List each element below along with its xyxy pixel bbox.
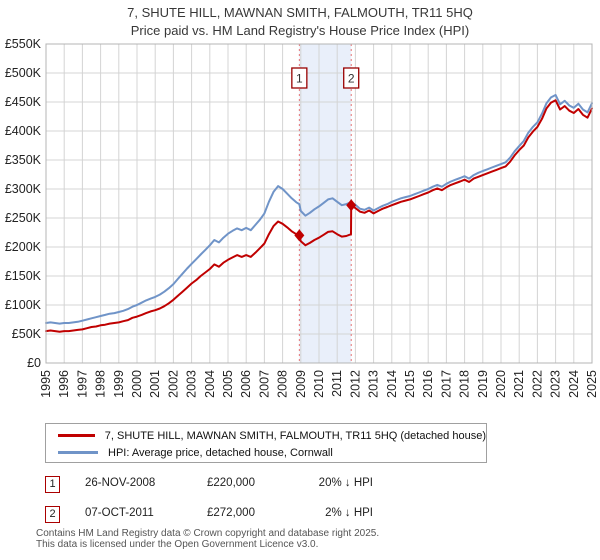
transaction-hpi-diff: 2% ↓ HPI [325, 507, 373, 519]
x-tick-label: 2024 [567, 370, 581, 398]
transaction-hpi-diff: 20% ↓ HPI [318, 477, 373, 489]
x-tick-label: 2004 [203, 370, 217, 398]
x-tick-label: 2018 [458, 370, 472, 398]
transaction-row: 2 07-OCT-2011 £272,000 2% ↓ HPI [45, 506, 585, 524]
x-tick-label: 2006 [239, 370, 253, 398]
x-tick-label: 2023 [549, 370, 563, 398]
x-tick-label: 1999 [112, 370, 126, 398]
plot-border [45, 43, 593, 364]
transaction-number-badge: 2 [45, 506, 60, 523]
x-tick-label: 1996 [57, 370, 71, 398]
x-tick-label: 2008 [276, 370, 290, 398]
sale-marker [294, 229, 305, 242]
price-paid-line [45, 99, 593, 333]
transaction-price: £272,000 [207, 507, 255, 519]
x-tick-label: 1998 [94, 370, 108, 398]
y-tick-label: £450K [5, 95, 42, 109]
y-tick-label: £500K [5, 66, 42, 80]
page-subtitle: Price paid vs. HM Land Registry's House … [130, 23, 470, 38]
sale-band [299, 44, 352, 363]
x-tick-label: 2009 [294, 370, 308, 398]
legend-item-price-paid: 7, SHUTE HILL, MAWNAN SMITH, FALMOUTH, T… [46, 427, 486, 444]
x-tick-label: 2012 [348, 370, 362, 398]
price-chart: £0 £50K £100K £150K £200K £250K £300K £350K £400… [5, 37, 599, 398]
hpi-line [45, 94, 593, 325]
x-tick-label: 2015 [403, 370, 417, 398]
y-tick-label: £250K [5, 211, 42, 225]
legend-item-hpi: HPI: Average price, detached house, Corn… [46, 444, 486, 461]
legend-label: 7, SHUTE HILL, MAWNAN SMITH, FALMOUTH, T… [104, 429, 486, 442]
x-tick-label: 2002 [166, 370, 180, 398]
x-tick-label: 2016 [421, 370, 435, 398]
x-tick-label: 2010 [312, 370, 326, 398]
x-tick-label: 2014 [385, 370, 399, 398]
y-tick-label: £550K [5, 37, 42, 51]
x-tick-label: 2022 [530, 370, 544, 398]
y-tick-label: £50K [12, 327, 42, 341]
y-tick-label: £150K [5, 269, 42, 283]
footer-attribution: Contains HM Land Registry data © Crown c… [36, 528, 380, 539]
x-tick-label: 1995 [39, 370, 53, 398]
y-tick-label: £100K [5, 298, 42, 312]
sale-number-label: 1 [296, 72, 303, 86]
transaction-price: £220,000 [207, 477, 255, 489]
y-tick-label: £300K [5, 182, 42, 196]
sale-number-box [343, 67, 360, 89]
price-line-swatch [58, 434, 95, 437]
transaction-number-badge: 1 [45, 476, 60, 493]
hpi-line-swatch [58, 451, 98, 454]
x-tick-label: 2005 [221, 370, 235, 398]
x-tick-label: 2011 [330, 370, 344, 397]
x-tick-label: 2000 [130, 370, 144, 398]
transaction-date: 07-OCT-2011 [85, 507, 154, 519]
legend-label: HPI: Average price, detached house, Corn… [108, 446, 333, 459]
transaction-date: 26-NOV-2008 [85, 477, 156, 489]
x-tick-label: 2021 [512, 370, 526, 398]
x-tick-label: 2007 [257, 370, 271, 398]
x-tick-label: 2025 [585, 370, 599, 398]
y-tick-label: £350K [5, 153, 42, 167]
sale-number-label: 2 [348, 72, 355, 86]
x-tick-label: 2001 [148, 370, 162, 398]
x-tick-label: 1997 [75, 370, 89, 398]
y-tick-label: £0 [27, 356, 41, 370]
y-tick-label: £400K [5, 124, 42, 138]
sale-number-box [291, 67, 308, 89]
transaction-row: 1 26-NOV-2008 £220,000 20% ↓ HPI [45, 476, 585, 494]
x-tick-label: 2020 [494, 370, 508, 398]
x-tick-label: 2017 [439, 370, 453, 398]
x-tick-label: 2003 [185, 370, 199, 398]
x-tick-label: 2013 [367, 370, 381, 398]
chart-legend: 7, SHUTE HILL, MAWNAN SMITH, FALMOUTH, T… [45, 423, 487, 463]
footer-licence: This data is licensed under the Open Gov… [36, 538, 319, 550]
price-chart-svg: £0 £50K £100K £150K £200K £250K £300K £350K £400… [5, 37, 599, 398]
x-tick-label: 2019 [476, 370, 490, 398]
page-title: 7, SHUTE HILL, MAWNAN SMITH, FALMOUTH, T… [127, 5, 473, 20]
y-tick-label: £200K [5, 240, 42, 254]
sale-marker [346, 199, 357, 212]
